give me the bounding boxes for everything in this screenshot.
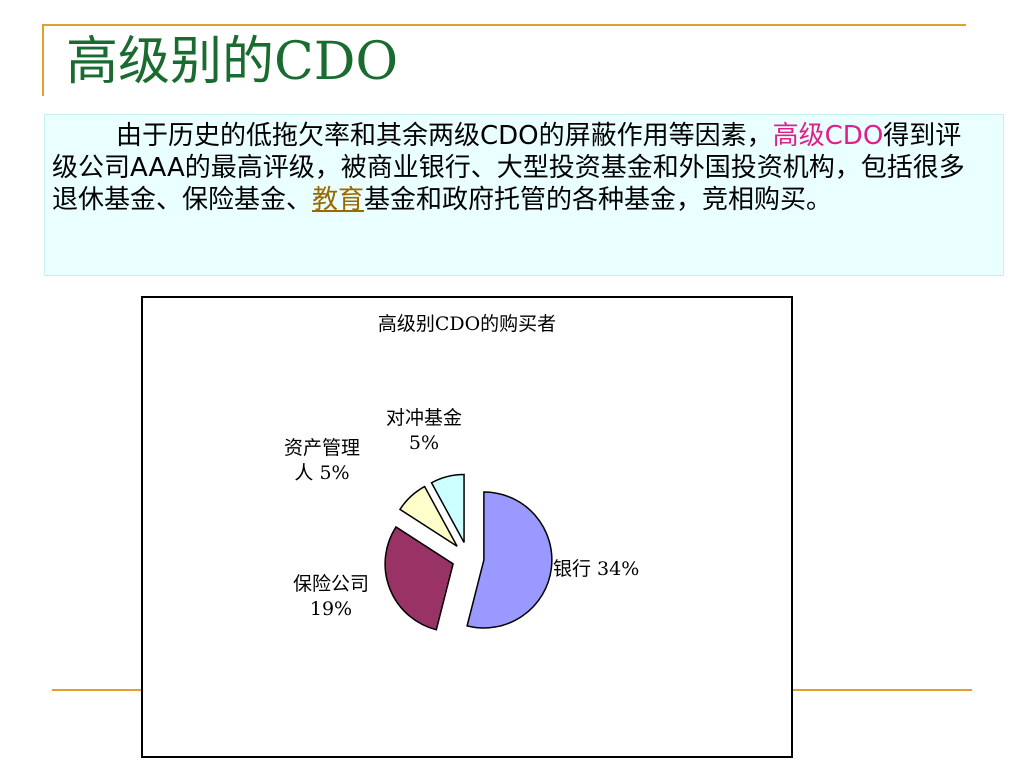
pie-slice-asset-manager — [398, 485, 458, 547]
top-accent-line — [42, 24, 966, 26]
body-end: 基金和政府托管的各种基金，竞相购买。 — [364, 185, 833, 215]
slide-title: 高级别的CDO — [66, 32, 399, 92]
slice-label-hedge-fund-value: 5% — [408, 432, 440, 454]
slice-label-hedge-fund: 对冲基金 5% — [370, 406, 478, 456]
slice-label-asset-manager-name: 资产管理 — [283, 437, 360, 459]
pie-chart — [384, 473, 553, 631]
body-middle: 得到评级公司AAA的最高评级，被商业银行、大型投资基金和外国投资机构，包括很多退… — [52, 121, 965, 215]
slice-label-insurance: 保险公司 19% — [278, 572, 384, 622]
text-box — [44, 114, 1004, 276]
chart-title: 高级别CDO的购买者 — [377, 313, 557, 335]
pie-slice-insurance — [384, 525, 454, 631]
slice-label-asset-manager-value: 人 5% — [294, 462, 350, 484]
body-highlight: 高级CDO — [772, 121, 884, 151]
pie-slice-hedge-fund — [430, 473, 465, 543]
body-text: 由于历史的低拖欠率和其余两级CDO的屏蔽作用等因素，高级CDO得到评级公司AAA… — [52, 120, 984, 216]
left-accent-line — [42, 24, 44, 96]
slice-label-bank: 银行 34% — [553, 558, 640, 580]
education-link[interactable]: 教育 — [312, 185, 365, 215]
body-line-start: 由于历史的低拖欠率和其余两级CDO的屏蔽作用等因素， — [116, 121, 773, 151]
slice-label-insurance-name: 保险公司 — [292, 573, 369, 595]
slice-label-insurance-value: 19% — [309, 598, 353, 620]
pie-slice-bank — [466, 491, 553, 629]
slice-label-asset-manager: 资产管理 人 5% — [282, 436, 362, 486]
chart-frame — [141, 296, 793, 758]
slice-label-hedge-fund-name: 对冲基金 — [385, 407, 462, 429]
